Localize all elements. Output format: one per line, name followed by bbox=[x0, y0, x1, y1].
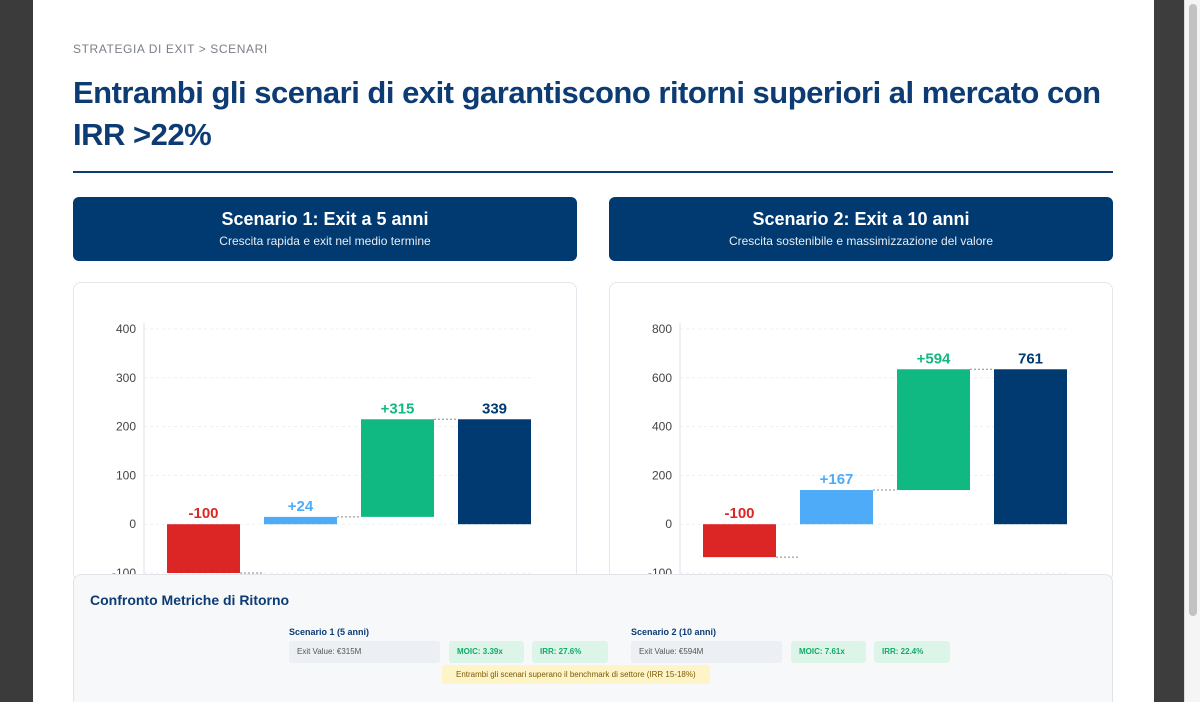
waterfall-bar bbox=[994, 369, 1067, 525]
scenario-2-metrics: Scenario 2 (10 anni) Exit Value: €594M M… bbox=[631, 627, 950, 663]
window-background bbox=[1154, 0, 1184, 702]
scenario-1-irr-badge: IRR: 27.6% bbox=[532, 641, 608, 663]
data-label: 761 bbox=[1018, 350, 1043, 367]
scenario-1-title: Scenario 1: Exit a 5 anni bbox=[221, 209, 429, 229]
scenario-1-subtitle: Crescita rapida e exit nel medio termine bbox=[219, 234, 431, 248]
y-tick-label: 400 bbox=[652, 420, 672, 434]
data-label: -100 bbox=[724, 505, 754, 522]
benchmark-note: Entrambi gli scenari superano il benchma… bbox=[442, 665, 710, 684]
scenario-1-exit-value: Exit Value: €315M bbox=[289, 641, 440, 663]
scrollbar-thumb[interactable] bbox=[1189, 4, 1197, 616]
waterfall-bar bbox=[264, 516, 337, 525]
data-label: +315 bbox=[381, 400, 415, 417]
metrics-title: Confronto Metriche di Ritorno bbox=[90, 592, 290, 608]
waterfall-bar bbox=[800, 490, 873, 525]
scenario-2-metrics-label: Scenario 2 (10 anni) bbox=[631, 627, 717, 637]
y-tick-label: 0 bbox=[129, 517, 136, 531]
y-tick-label: 600 bbox=[652, 371, 672, 385]
waterfall-bar bbox=[458, 419, 531, 525]
scenario-2-irr-badge: IRR: 22.4% bbox=[874, 641, 950, 663]
y-tick-label: 800 bbox=[652, 322, 672, 336]
waterfall-bar bbox=[167, 524, 240, 573]
waterfall-bar bbox=[703, 524, 776, 558]
scenario-2-title: Scenario 2: Exit a 10 anni bbox=[752, 209, 970, 229]
slide: STRATEGIA DI EXIT > SCENARI Entrambi gli… bbox=[33, 0, 1154, 702]
waterfall-bar bbox=[897, 369, 970, 491]
metrics-panel: Confronto Metriche di Ritorno Scenario 1… bbox=[73, 574, 1113, 702]
scenario-2-header: Scenario 2: Exit a 10 anni Crescita sost… bbox=[609, 197, 1113, 261]
data-label: +594 bbox=[917, 350, 951, 367]
data-label: +24 bbox=[288, 498, 314, 515]
page-title: Entrambi gli scenari di exit garantiscon… bbox=[73, 75, 1101, 152]
scenario-2-subtitle: Crescita sostenibile e massimizzazione d… bbox=[728, 234, 994, 248]
y-tick-label: 200 bbox=[116, 420, 136, 434]
y-tick-label: 0 bbox=[665, 517, 672, 531]
scenario-2-exit-value: Exit Value: €594M bbox=[631, 641, 782, 663]
scenario-1-moic-badge: MOIC: 3.39x bbox=[449, 641, 524, 663]
breadcrumb: STRATEGIA DI EXIT > SCENARI bbox=[73, 42, 268, 56]
scenario-1-metrics-label: Scenario 1 (5 anni) bbox=[289, 627, 370, 637]
title-divider bbox=[73, 171, 1113, 173]
waterfall-bar bbox=[361, 419, 434, 517]
vertical-scrollbar[interactable] bbox=[1184, 0, 1200, 702]
y-tick-label: 100 bbox=[116, 468, 136, 482]
scenario-2-moic-badge: MOIC: 7.61x bbox=[791, 641, 866, 663]
scenario-1-chart-card: 400 300 200 100 0 -100 -100 +24 +315 339 bbox=[73, 282, 577, 582]
data-label: 339 bbox=[482, 400, 507, 417]
data-label: +167 bbox=[820, 471, 854, 488]
scenario-2-chart-card: 800 600 400 200 0 -100 -100 +167 +594 761 bbox=[609, 282, 1113, 582]
y-tick-label: 200 bbox=[652, 468, 672, 482]
scenario-1-header: Scenario 1: Exit a 5 anni Crescita rapid… bbox=[73, 197, 577, 261]
data-label: -100 bbox=[188, 505, 218, 522]
y-tick-label: 300 bbox=[116, 371, 136, 385]
scenario-1-metrics: Scenario 1 (5 anni) Exit Value: €315M MO… bbox=[289, 627, 608, 663]
y-tick-label: 400 bbox=[116, 322, 136, 336]
